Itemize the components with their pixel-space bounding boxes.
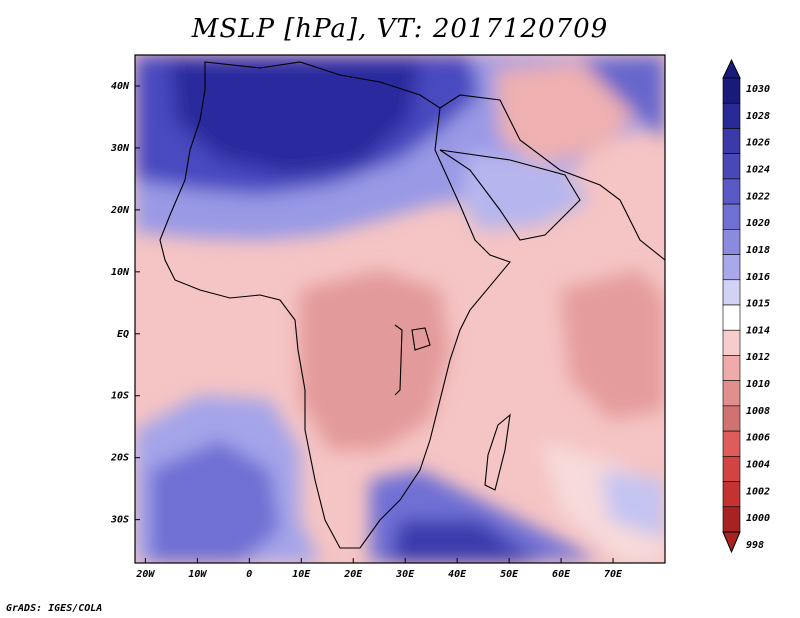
lat-label-1: 30N <box>110 143 130 154</box>
indian-ocean-low <box>560 270 665 420</box>
colorbar-swatch-9 <box>722 304 741 331</box>
south-atlantic-high-core <box>150 440 280 563</box>
lat-label-5: 10S <box>111 391 129 402</box>
colorbar-bottom-arrow <box>722 531 741 554</box>
colorbar-label-6: 1018 <box>746 245 770 256</box>
lon-label-5: 30E <box>395 569 415 580</box>
lat-label-4: EQ <box>117 329 129 340</box>
colorbar-label-15: 1002 <box>746 486 770 497</box>
lon-label-3: 10E <box>292 569 311 580</box>
grads-credit: GrADS: IGES/COLA <box>6 603 103 614</box>
longitude-axis: 20W 10W 0 10E 20E 30E 40E 50E 60E 70E <box>135 558 623 580</box>
colorbar-label-1: 1028 <box>746 111 770 122</box>
colorbar-swatch-1 <box>722 102 741 129</box>
lon-label-4: 20E <box>343 569 363 580</box>
colorbar-swatch-10 <box>722 329 741 356</box>
colorbar-swatch-11 <box>722 355 741 381</box>
colorbar-label-10: 1012 <box>746 352 770 363</box>
lon-label-9: 70E <box>604 569 623 580</box>
lat-label-7: 30S <box>110 515 129 526</box>
coastlines <box>159 61 666 549</box>
colorbar-label-16: 1000 <box>746 513 770 524</box>
lon-label-8: 60E <box>552 569 571 580</box>
madagascar-coastline <box>484 413 511 491</box>
colorbar-swatch-12 <box>722 380 741 407</box>
asia-coastline <box>439 94 666 261</box>
colorbar-label-12: 1008 <box>746 406 770 417</box>
lon-label-2: 0 <box>246 569 252 580</box>
pressure-field <box>135 55 665 563</box>
colorbar-swatch-13 <box>722 405 741 432</box>
colorbar-label-8: 1015 <box>746 299 770 310</box>
colorbar-label-4: 1022 <box>746 191 770 202</box>
colorbar-label-7: 1016 <box>746 272 770 283</box>
colorbar-label-3: 1024 <box>746 164 770 175</box>
colorbar-swatch-15 <box>722 456 741 482</box>
southeast-high <box>600 470 665 540</box>
colorbar-label-13: 1006 <box>746 433 770 444</box>
colorbar-swatch-16 <box>722 481 741 508</box>
colorbar-label-14: 1004 <box>746 460 770 471</box>
lon-label-7: 50E <box>500 569 519 580</box>
colorbar-label-2: 1026 <box>746 138 770 149</box>
colorbar-swatch-6 <box>722 229 741 255</box>
map-title: MSLP [hPa], VT: 2017120709 <box>191 14 609 44</box>
colorbar-swatch-3 <box>722 153 741 180</box>
colorbar-label-17: 998 <box>746 540 764 551</box>
colorbar-label-5: 1020 <box>746 218 770 229</box>
colorbar-label-11: 1010 <box>746 379 770 390</box>
lat-label-2: 20N <box>110 205 130 216</box>
colorbar-swatch-7 <box>722 254 741 281</box>
lat-label-6: 20S <box>110 453 129 464</box>
lake-tanganyika <box>394 324 403 396</box>
arabia-coastline <box>439 149 581 241</box>
northeast-high <box>580 55 665 140</box>
colorbar-swatch-4 <box>722 178 741 205</box>
lon-label-1: 10W <box>188 569 207 580</box>
colorbar-swatch-17 <box>722 506 741 533</box>
colorbar-top-arrow <box>722 58 741 79</box>
colorbar-swatch-5 <box>722 203 741 230</box>
lake-victoria <box>411 327 431 351</box>
colorbar-swatch-8 <box>722 279 741 306</box>
arabia-mild-high <box>460 150 590 230</box>
lat-label-0: 40N <box>111 81 130 92</box>
colorbar-label-0: 1030 <box>746 84 770 95</box>
colorbar-swatch-0 <box>722 77 741 104</box>
africa-coastline <box>159 61 511 549</box>
colorbar: 1030 1028 1026 1024 1022 1020 1018 1016 1015 1014… <box>722 58 770 554</box>
colorbar-swatch-2 <box>722 128 741 154</box>
plot-frame <box>134 54 666 564</box>
middle-east-low <box>495 60 640 165</box>
sahara-high-center <box>170 60 420 175</box>
latitude-axis: 40N 30N 20N 10N EQ 10S 20S 30S <box>110 81 140 526</box>
southern-indian-high-core <box>390 520 540 563</box>
lat-label-3: 10N <box>111 267 130 278</box>
southeast-ridge <box>540 440 665 563</box>
central-africa-low <box>300 270 450 450</box>
colorbar-label-9: 1014 <box>746 325 770 336</box>
lon-label-6: 40E <box>448 569 467 580</box>
lon-label-0: 20W <box>135 569 155 580</box>
colorbar-swatch-14 <box>722 430 741 457</box>
